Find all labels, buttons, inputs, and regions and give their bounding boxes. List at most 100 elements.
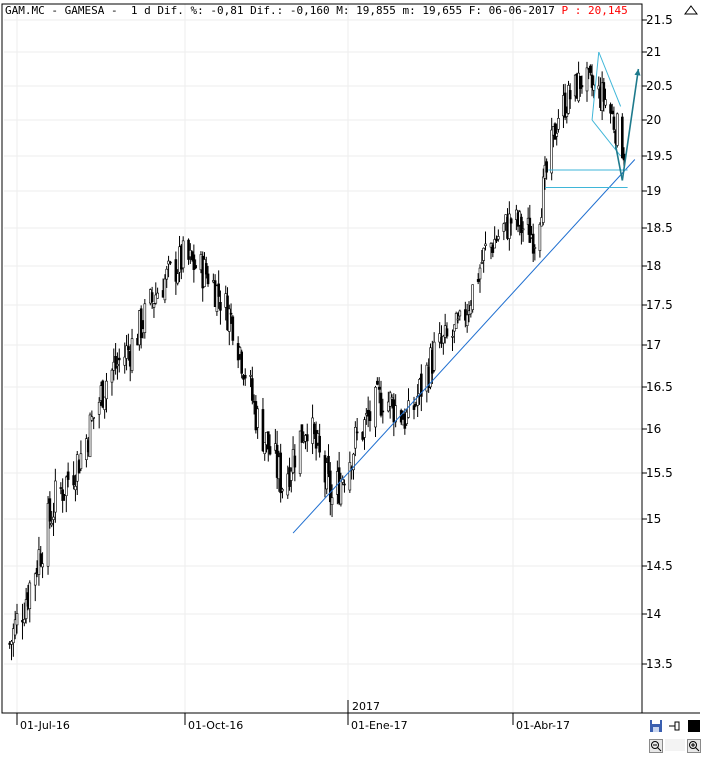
candle [165,265,169,288]
candle [376,377,379,386]
candle [339,472,343,507]
candle [508,201,511,251]
projection-arrow[interactable] [621,68,640,181]
candle [279,443,282,503]
candle [194,259,197,270]
y-tick-label: 19.5 [646,149,673,163]
candle [493,226,496,249]
candle [266,431,270,462]
y-tick-label: 17 [646,338,661,352]
dif-label: Dif.: [250,4,283,17]
candle [204,256,208,279]
y-tick-label: 17.5 [646,298,673,312]
candle [28,580,32,623]
candle [563,83,567,121]
up-arrow-icon[interactable] [684,4,698,18]
symbol-label: GAM.MC [5,4,45,17]
candle [456,312,460,324]
candle [74,474,77,502]
candle [368,400,372,432]
y-tick-label: 20.5 [646,79,673,93]
candle [249,369,252,388]
candle [442,334,445,355]
candle [533,244,537,261]
candle [377,377,381,404]
support-trendline[interactable] [292,159,636,534]
candle [293,444,297,482]
candle [41,552,44,579]
candle [156,287,159,299]
candle [592,75,596,99]
y-tick-label: 21.5 [646,13,673,27]
candle [231,315,235,346]
pin-button[interactable] [667,718,681,732]
candle [54,468,57,523]
x-tick-label: 01-Oct-16 [188,719,243,732]
candle [92,417,95,430]
candle [163,274,167,304]
channel-line[interactable] [598,51,622,107]
candle [545,158,548,180]
candle [313,422,316,439]
candle [476,273,480,285]
candle [495,235,498,243]
candle [355,418,359,441]
y-tick-label: 21 [646,45,661,59]
x-tick-label: 01-Abr-17 [516,719,570,732]
candle [615,112,619,148]
save-button[interactable] [649,718,663,732]
max-label: M: [336,4,349,17]
candle [187,238,190,265]
candle [72,461,75,490]
candle [127,333,130,361]
candle [432,332,436,373]
candle [568,83,572,109]
arrow-head [634,69,641,76]
candle [39,546,43,568]
candle [176,269,179,286]
candle [123,342,127,374]
y-tick-label: 19 [646,184,661,198]
price-value: 20,145 [588,4,628,17]
zoom-out-button[interactable] [649,738,663,753]
dif-pct-label: Dif. %: [157,4,203,17]
candle [59,482,63,495]
candle [152,302,156,318]
price-label: P : [561,4,581,17]
candle [407,388,410,419]
candle [390,394,394,409]
candle [79,440,83,472]
candle [23,602,26,627]
candle [290,467,293,493]
candle [621,113,624,159]
scroll-track[interactable] [665,739,685,751]
candle [478,264,482,293]
candle [589,64,592,76]
candle [394,394,397,428]
candle [609,102,612,124]
ticker-name: GAMESA [65,4,105,17]
candle [15,603,19,634]
candle [52,502,55,536]
candle [565,106,569,124]
zoom-in-button[interactable] [687,738,701,753]
candle [482,247,485,273]
candle [465,303,469,333]
candle [300,424,304,443]
zoom-in-icon [687,739,701,753]
channel-line[interactable] [591,51,600,121]
black-square-button[interactable] [687,718,701,732]
candle [305,423,309,452]
dif-value: -0,160 [290,4,330,17]
candle [578,75,582,97]
candle [325,457,329,495]
candle [50,510,53,528]
candle [484,231,487,251]
candle [114,343,117,375]
candle [130,328,134,374]
y-tick-label: 16.5 [646,380,673,394]
candle [116,352,119,380]
candle [580,75,584,94]
candle [502,222,506,241]
